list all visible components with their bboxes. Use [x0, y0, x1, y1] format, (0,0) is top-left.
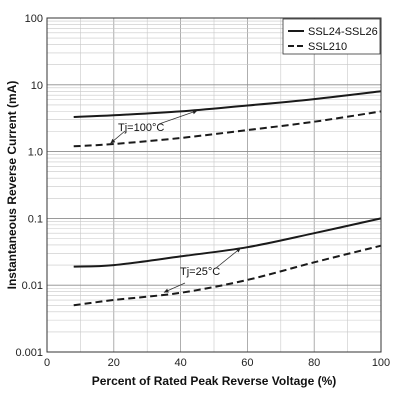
series-line-1	[73, 90, 382, 118]
x-tick-label: 80	[308, 357, 320, 369]
y-tick-label: 0.001	[15, 347, 43, 359]
y-tick-label: 0.01	[22, 280, 43, 292]
annotation-label: Tj=100°C	[118, 122, 164, 134]
legend-box	[282, 18, 381, 55]
annotation-arrowhead	[192, 110, 198, 115]
y-tick-label: 100	[25, 13, 43, 25]
annotation-leader-line	[158, 110, 198, 125]
annotation-arrowhead	[235, 248, 241, 253]
annotation-arrowhead	[110, 138, 116, 144]
x-tick-label: 0	[44, 357, 50, 369]
legend-entry-1: SSL24-SSL26	[308, 26, 378, 38]
x-tick-label: 40	[174, 357, 186, 369]
y-tick-label: 1.0	[28, 147, 43, 159]
series-line-3	[73, 217, 382, 268]
y-tick-label: 0.1	[28, 213, 43, 225]
legend-entry-2: SSL210	[308, 41, 347, 53]
x-tick-label: 100	[372, 357, 390, 369]
series-line-4	[73, 244, 382, 307]
plot-frame	[46, 17, 382, 353]
series-layer	[73, 90, 382, 307]
annotation-leader-line	[215, 247, 241, 269]
legend: SSL24-SSL26 SSL210	[282, 18, 381, 55]
x-axis-title: Percent of Rated Peak Reverse Voltage (%…	[92, 374, 337, 388]
annotation-layer: Tj=100°C Tj=25°C	[110, 110, 241, 293]
annotation-arrowhead	[163, 288, 169, 293]
x-tick-label: 60	[241, 357, 253, 369]
y-tick-label: 10	[31, 80, 43, 92]
annotation-label: Tj=25°C	[180, 266, 220, 278]
series-line-2	[73, 110, 382, 148]
x-tick-label: 20	[108, 357, 120, 369]
tick-labels: 0 20 40 60 80 100 0.001 0.01 0.1 1.0 10 100	[15, 13, 390, 369]
y-axis-title: Instantaneous Reverse Current (mA)	[5, 81, 19, 290]
